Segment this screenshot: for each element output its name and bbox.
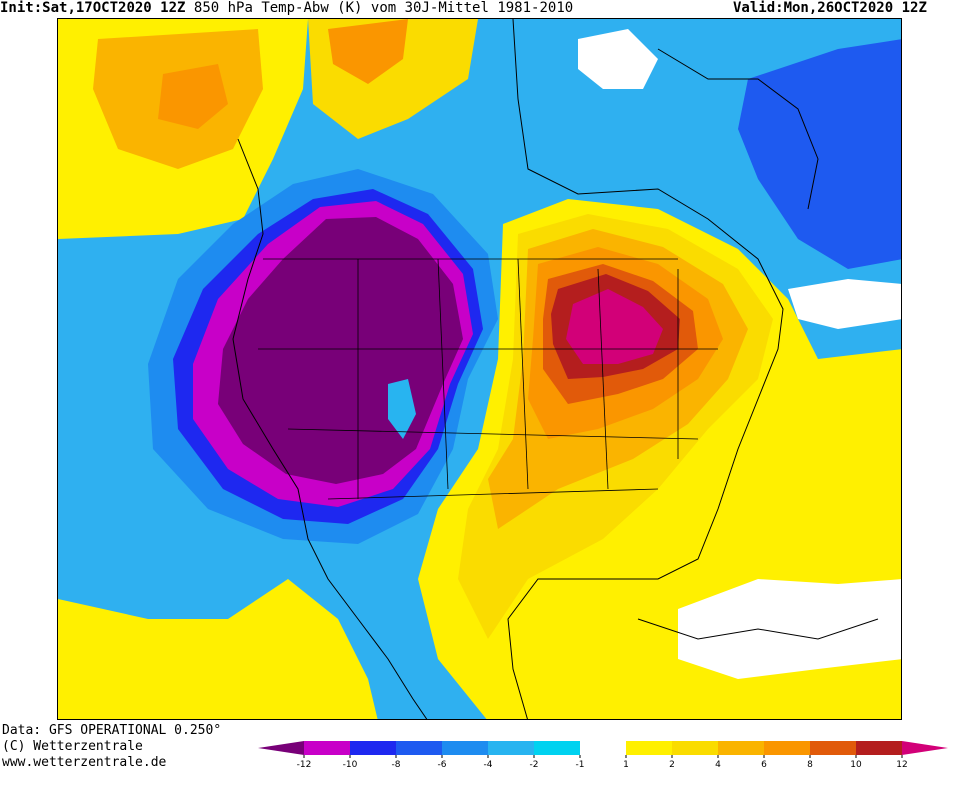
legend-tick-label: 1 — [623, 760, 629, 770]
website: www.wetterzentrale.de — [2, 755, 167, 770]
anomaly-map-svg — [58, 19, 901, 719]
warm-area-southwest — [58, 579, 378, 719]
valid-label: Valid: — [733, 0, 784, 16]
legend-bin — [396, 741, 442, 755]
legend-bin — [488, 741, 534, 755]
normal-area-arctic — [578, 29, 658, 89]
legend-tick-label: 8 — [807, 760, 813, 770]
legend-tick-label: -4 — [484, 760, 493, 770]
legend-bin — [856, 741, 902, 755]
legend-arrow-above — [902, 741, 948, 755]
cold-core-notch — [388, 379, 416, 439]
data-source: Data: GFS OPERATIONAL 0.250° — [2, 723, 222, 738]
legend-tick-label: -6 — [438, 760, 447, 770]
legend-tick-label: 4 — [715, 760, 721, 770]
legend-bins — [258, 741, 948, 755]
legend-bin — [626, 741, 672, 755]
legend-svg: -12 -10 -8 -6 -4 -2 -1 1 2 4 6 8 10 12 — [258, 741, 948, 770]
legend-tick-label: -1 — [576, 760, 585, 770]
warm-area-northwest-peak — [158, 64, 228, 129]
copyright: (C) Wetterzentrale — [2, 739, 143, 754]
valid-time: Valid:Mon,26OCT2020 12Z — [733, 0, 927, 18]
valid-value: Mon,26OCT2020 12Z — [783, 0, 927, 16]
normal-area-atlantic — [788, 279, 901, 329]
legend-bin — [442, 741, 488, 755]
legend-tick-label: 6 — [761, 760, 767, 770]
product-title: 850 hPa Temp-Abw (K) vom 30J-Mittel 1981… — [193, 0, 574, 16]
legend-bin — [534, 741, 580, 755]
cold-area-northeast — [738, 39, 901, 269]
anomaly-map — [57, 18, 902, 720]
legend-bin — [350, 741, 396, 755]
normal-area-caribbean — [678, 579, 901, 679]
state-borders — [258, 258, 718, 500]
legend-tick-label: -12 — [297, 760, 312, 770]
legend-tick-label: 2 — [669, 760, 675, 770]
header-title: Init:Sat,17OCT2020 12Z 850 hPa Temp-Abw … — [0, 0, 573, 18]
warm-area-central-peak — [566, 289, 663, 364]
color-legend: -12 -10 -8 -6 -4 -2 -1 1 2 4 6 8 10 12 — [258, 738, 962, 774]
legend-bin — [304, 741, 350, 755]
legend-tick-label: 10 — [850, 760, 862, 770]
legend-ticks: -12 -10 -8 -6 -4 -2 -1 1 2 4 6 8 10 12 — [297, 755, 908, 770]
legend-tick-label: 12 — [896, 760, 907, 770]
legend-tick-label: -10 — [343, 760, 358, 770]
legend-bin — [672, 741, 718, 755]
legend-tick-label: -2 — [530, 760, 539, 770]
legend-arrow-below — [258, 741, 304, 755]
coastlines — [232, 19, 879, 719]
init-value: Sat,17OCT2020 12Z — [42, 0, 186, 16]
legend-bin — [580, 741, 626, 755]
init-label: Init: — [0, 0, 43, 16]
warm-area-north-core — [328, 19, 408, 84]
legend-tick-label: -8 — [392, 760, 401, 770]
legend-bin — [718, 741, 764, 755]
legend-bin — [764, 741, 810, 755]
legend-bin — [810, 741, 856, 755]
